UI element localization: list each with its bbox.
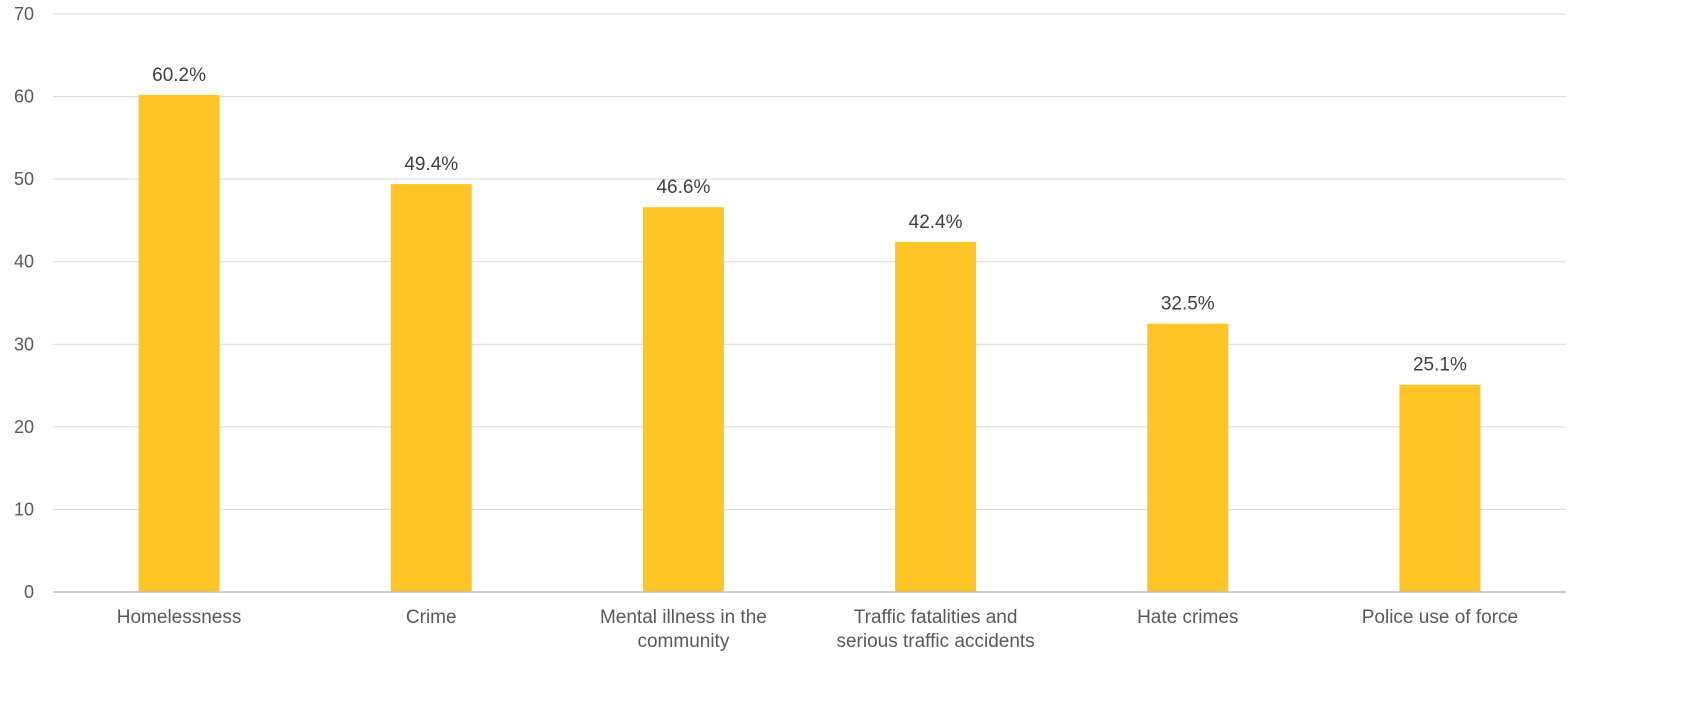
data-label: 60.2% bbox=[152, 65, 206, 86]
data-label: 42.4% bbox=[909, 212, 963, 233]
x-tick-label: Police use of force bbox=[1362, 607, 1518, 628]
x-tick-label: Hate crimes bbox=[1137, 607, 1238, 628]
x-axis: Homelessness Crime Mental illness in the co… bbox=[53, 591, 1566, 652]
y-tick-label: 50 bbox=[14, 169, 34, 189]
y-tick-label: 20 bbox=[14, 417, 34, 437]
y-tick-label: 60 bbox=[14, 87, 34, 107]
data-label: 32.5% bbox=[1161, 294, 1215, 315]
bars bbox=[138, 94, 1481, 593]
x-tick-label: Traffic fatalities and bbox=[854, 607, 1018, 628]
x-tick-label: community bbox=[637, 631, 729, 652]
y-axis-ticks: 0 10 20 30 40 50 60 70 bbox=[14, 4, 34, 602]
x-tick-label: serious traffic accidents bbox=[836, 631, 1034, 652]
y-tick-label: 0 bbox=[24, 582, 34, 602]
data-label: 46.6% bbox=[656, 177, 710, 198]
y-tick-label: 40 bbox=[14, 252, 34, 272]
x-tick-label: Crime bbox=[406, 607, 457, 628]
data-label: 25.1% bbox=[1413, 355, 1467, 376]
x-tick-label: Homelessness bbox=[117, 607, 242, 628]
bar bbox=[138, 94, 220, 593]
y-tick-label: 70 bbox=[14, 4, 34, 24]
bar bbox=[1399, 384, 1481, 592]
bar bbox=[642, 207, 724, 592]
data-label: 49.4% bbox=[404, 154, 458, 175]
y-tick-label: 30 bbox=[14, 334, 34, 354]
bar bbox=[1147, 323, 1229, 592]
y-tick-label: 10 bbox=[14, 499, 34, 519]
x-tick-label: Mental illness in the bbox=[600, 607, 767, 628]
gridlines bbox=[53, 13, 1566, 510]
bar bbox=[390, 184, 472, 592]
data-labels: 60.2% 49.4% 46.6% 42.4% 32.5% 25.1% bbox=[152, 65, 1467, 376]
bar bbox=[895, 241, 977, 592]
